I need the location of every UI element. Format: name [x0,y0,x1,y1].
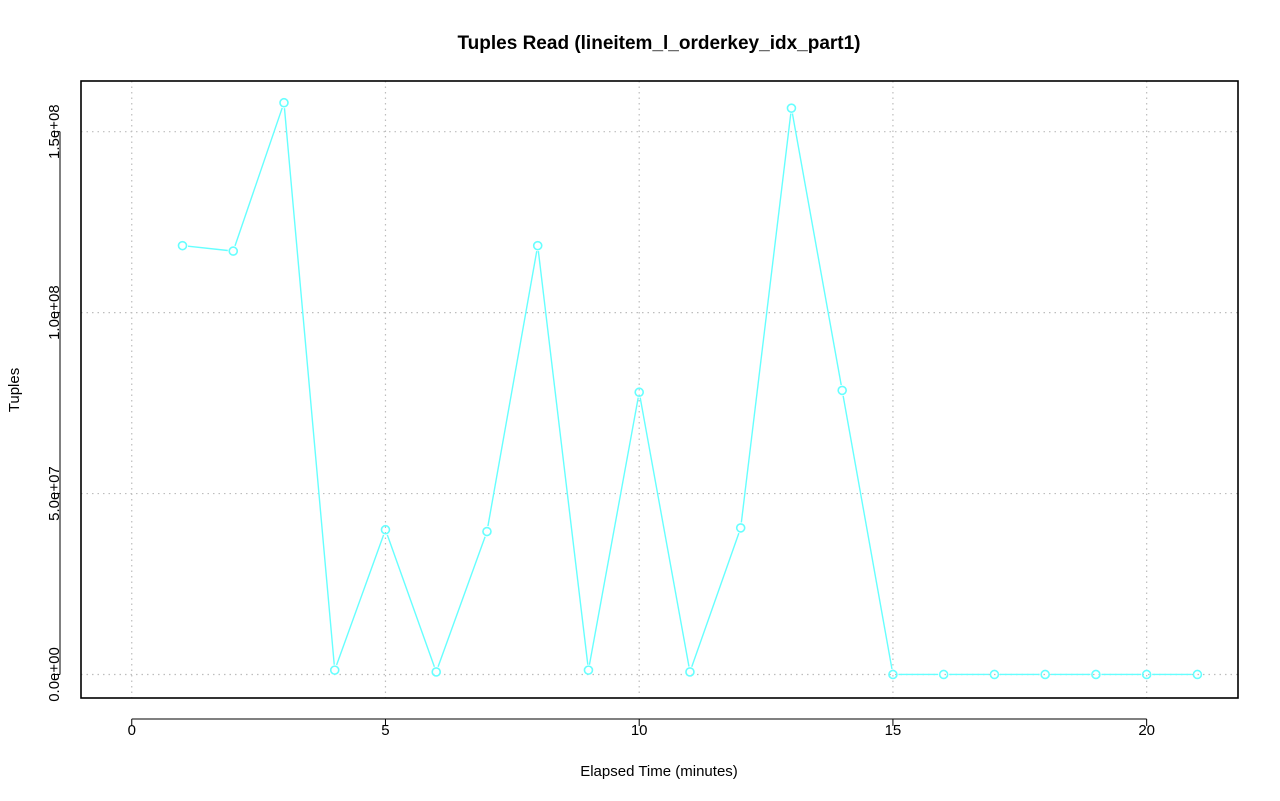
data-point [279,97,289,108]
x-tick-label: 20 [1138,722,1155,739]
data-point [329,665,340,675]
data-point [1040,669,1050,680]
y-tick-label: 1.0e+08 [46,285,63,340]
data-point [1192,669,1203,680]
grid-lines [81,81,1238,698]
data-point [431,667,442,677]
y-tick-label: 0.0e+00 [46,647,63,702]
x-tick-label: 15 [885,722,902,739]
chart-title: Tuples Read (lineitem_l_orderkey_idx_par… [457,33,860,54]
data-point [380,524,391,535]
x-tick-label: 0 [128,722,136,739]
series-line-segment [335,534,385,666]
plot-frame [80,80,1239,699]
data-point [1091,669,1101,680]
series-line-segment [437,536,486,668]
data-point [482,526,492,537]
data-point [532,240,543,251]
data-point [938,669,949,680]
data-point [685,667,695,677]
data-point [735,523,746,533]
x-tick-label: 5 [381,722,389,739]
series-line-segment [588,397,639,665]
data-point [888,669,898,680]
series-line-segment [842,395,893,670]
y-tick-label: 1.5e+08 [46,104,63,159]
series-line-segment [740,113,792,523]
data-point [583,665,594,675]
data-point [989,669,1000,680]
y-axis-label: Tuples [6,368,23,412]
series-line-segment [639,397,690,667]
series-line-segment [487,250,538,527]
data-point [634,387,645,398]
x-axis-label: Elapsed Time (minutes) [580,763,738,780]
series-line-segment [537,251,589,665]
data-point [1141,669,1152,680]
axes: 0 5 10 15 20 0.0e+00 5.0e+07 1.0e+08 1.5e+08 [46,104,1155,739]
series-line-segment [386,534,436,668]
series-line-segment [283,108,335,665]
series-line-segment [691,532,740,667]
data-point [177,240,188,251]
data-point [786,103,797,113]
data-point [837,385,847,396]
series-layer [177,97,1203,680]
series-line-segment [234,107,283,247]
y-tick-label: 5.0e+07 [46,466,63,521]
series-line-segment [187,245,228,252]
series-line-segment [791,113,842,386]
x-tick-label: 10 [631,722,648,739]
data-point [228,246,239,256]
